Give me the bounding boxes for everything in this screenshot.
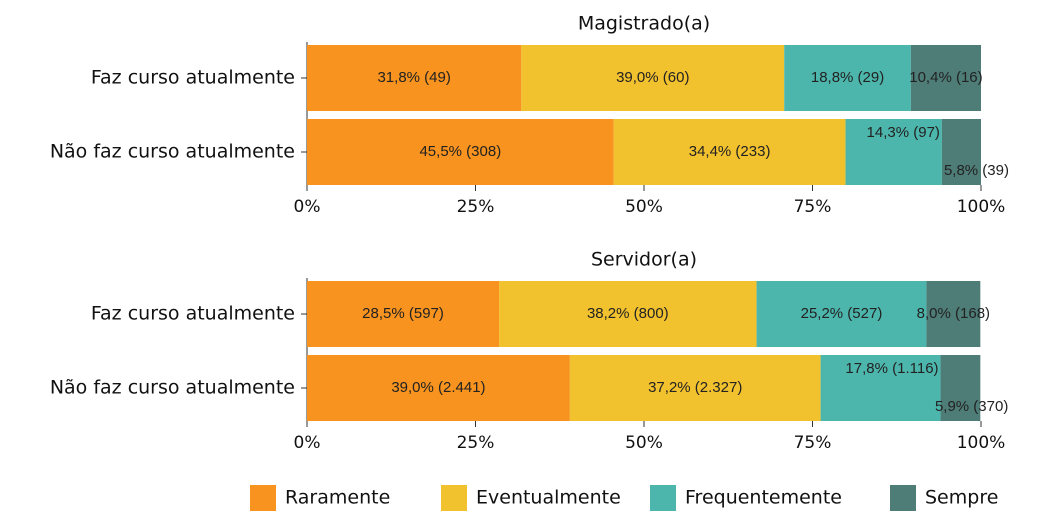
data-label: 5,8% (39) xyxy=(944,162,1009,179)
x-tick-label: 0% xyxy=(294,433,321,453)
x-tick-label: 100% xyxy=(957,197,1006,217)
data-label: 39,0% (2.441) xyxy=(391,379,485,396)
legend-label: Raramente xyxy=(285,487,390,509)
chart-title: Servidor(a) xyxy=(591,249,697,271)
data-label: 37,2% (2.327) xyxy=(648,379,742,396)
data-label: 34,4% (233) xyxy=(689,143,771,160)
bar-segment xyxy=(521,45,785,111)
bar-segment xyxy=(820,355,941,421)
bar-segment xyxy=(307,45,522,111)
x-tick-label: 100% xyxy=(957,433,1006,453)
data-label: 8,0% (168) xyxy=(917,305,990,322)
data-label: 38,2% (800) xyxy=(587,305,669,322)
data-label: 45,5% (308) xyxy=(419,143,501,160)
data-label: 18,8% (29) xyxy=(811,69,884,86)
bar-segment xyxy=(940,355,981,421)
data-label: 10,4% (16) xyxy=(909,69,982,86)
x-tick-label: 25% xyxy=(457,197,495,217)
x-tick-label: 50% xyxy=(625,433,663,453)
y-tick-label: Faz curso atualmente xyxy=(91,67,295,89)
x-tick-label: 50% xyxy=(625,197,663,217)
legend-swatch xyxy=(650,485,676,511)
bar-segment xyxy=(756,281,927,347)
bar-segment xyxy=(307,119,614,185)
y-tick-label: Não faz curso atualmente xyxy=(50,377,295,399)
data-label: 14,3% (97) xyxy=(867,124,940,141)
bar-segment xyxy=(784,45,911,111)
legend-swatch xyxy=(250,485,276,511)
bar-segment xyxy=(910,45,981,111)
y-tick-label: Faz curso atualmente xyxy=(91,303,295,325)
bar-segment xyxy=(569,355,821,421)
data-label: 28,5% (597) xyxy=(362,305,444,322)
x-tick-label: 75% xyxy=(794,433,832,453)
x-tick-label: 0% xyxy=(294,197,321,217)
bar-segment xyxy=(499,281,757,347)
bar-segment xyxy=(307,355,570,421)
legend-swatch xyxy=(441,485,467,511)
chart-title: Magistrado(a) xyxy=(578,13,710,35)
bar-segment xyxy=(941,119,981,185)
data-label: 31,8% (49) xyxy=(377,69,450,86)
bar-segment xyxy=(613,119,846,185)
legend-swatch xyxy=(890,485,916,511)
bar-segment xyxy=(307,281,500,347)
x-tick-label: 75% xyxy=(794,197,832,217)
bar-segment xyxy=(845,119,942,185)
legend-label: Sempre xyxy=(925,487,998,509)
legend-label: Frequentemente xyxy=(685,487,842,509)
legend-label: Eventualmente xyxy=(476,487,621,509)
x-tick-label: 25% xyxy=(457,433,495,453)
data-label: 25,2% (527) xyxy=(801,305,883,322)
data-label: 5,9% (370) xyxy=(935,398,1008,415)
y-tick-label: Não faz curso atualmente xyxy=(50,141,295,163)
data-label: 39,0% (60) xyxy=(616,69,689,86)
bar-segment xyxy=(926,281,981,347)
data-label: 17,8% (1.116) xyxy=(845,360,938,377)
